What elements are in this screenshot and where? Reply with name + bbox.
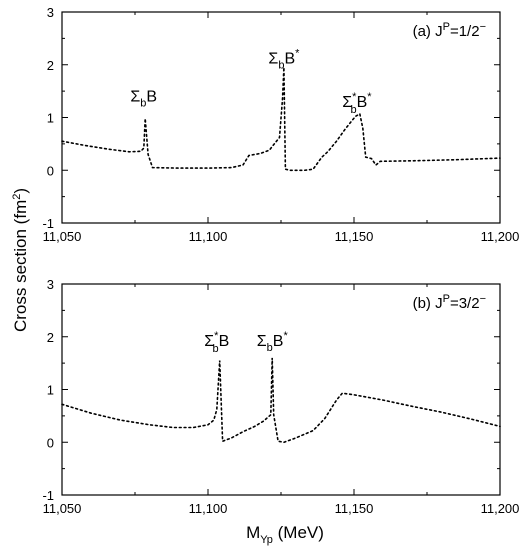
panel-label-a: (a) JP=1/2− xyxy=(413,21,486,40)
threshold-label-a: Σ* bB* xyxy=(342,91,372,116)
y-tick-label-b: 2 xyxy=(47,330,54,345)
x-tick-label-a: 11,200 xyxy=(481,229,520,244)
cross-section-curve-a xyxy=(61,67,501,172)
x-tick-label-a: 11,050 xyxy=(43,229,82,244)
y-tick-label-b: 1 xyxy=(47,383,54,398)
threshold-label-a: ΣbB* xyxy=(268,48,300,72)
y-tick-label-b: -1 xyxy=(42,488,54,503)
panel-label-b: (b) JP=3/2− xyxy=(413,293,486,312)
x-tick-label-a: 11,100 xyxy=(189,229,228,244)
threshold-label-a: ΣbB xyxy=(130,89,157,110)
x-tick-label-b: 11,100 xyxy=(189,501,228,516)
y-tick-label-b: 0 xyxy=(47,435,54,450)
x-tick-label-a: 11,150 xyxy=(335,229,374,244)
y-tick-label-a: 1 xyxy=(47,111,54,126)
y-tick-label-b: 3 xyxy=(47,277,54,292)
panel-b: 11,050 11,100 11,150 11,200 -1 0 1 2 3 (b) JP=3/2… xyxy=(42,277,519,516)
y-tick-label-a: 3 xyxy=(47,5,54,20)
y-tick-label-a: 2 xyxy=(47,58,54,73)
threshold-label-b: Σ* bB xyxy=(204,330,229,355)
y-axis-label: Cross section (fm2) xyxy=(11,188,30,332)
x-axis-label: MYp (MeV) xyxy=(246,523,324,546)
panel-a: 11,050 11,100 11,150 11,200 -1 0 1 2 3 (a) JP=1/2… xyxy=(42,5,519,244)
y-tick-label-a: -1 xyxy=(42,216,54,231)
x-tick-label-b: 11,200 xyxy=(481,501,520,516)
plot-frame-b xyxy=(61,283,501,496)
cross-section-curve-b xyxy=(61,357,501,444)
x-tick-label-b: 11,150 xyxy=(335,501,374,516)
threshold-label-b: ΣbB* xyxy=(257,330,289,354)
y-tick-label-a: 0 xyxy=(47,163,54,178)
x-tick-label-b: 11,050 xyxy=(43,501,82,516)
